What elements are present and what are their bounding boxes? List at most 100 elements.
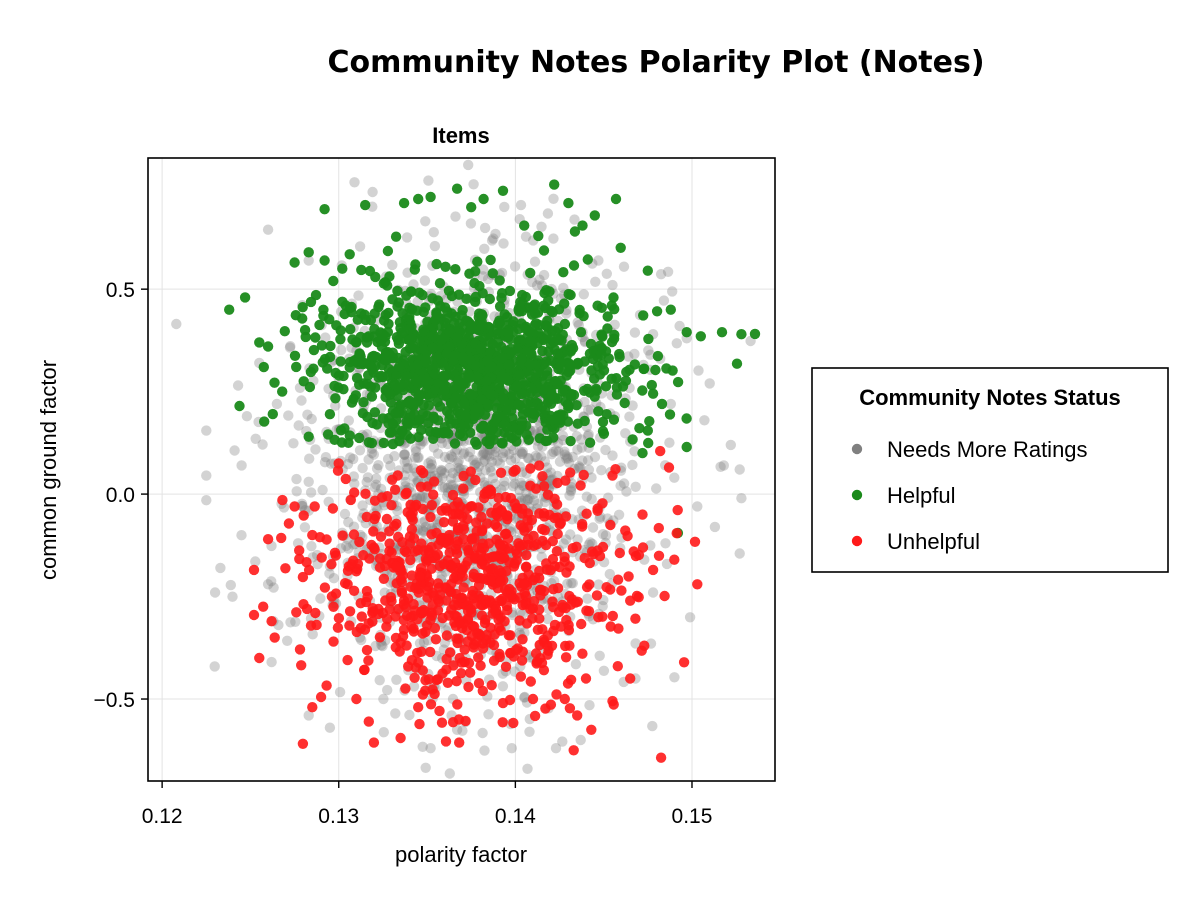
scatter-point xyxy=(262,224,274,235)
scatter-point xyxy=(477,449,488,461)
scatter-point xyxy=(375,531,387,542)
scatter-point xyxy=(402,456,413,467)
scatter-point xyxy=(344,606,356,617)
scatter-point xyxy=(637,509,648,520)
scatter-point xyxy=(254,337,265,348)
scatter-point xyxy=(462,556,473,567)
scatter-point xyxy=(485,389,496,400)
scatter-point xyxy=(578,469,589,481)
x-tick-label: 0.12 xyxy=(142,805,183,828)
scatter-point xyxy=(494,315,505,326)
scatter-point xyxy=(384,389,396,400)
scatter-point xyxy=(435,300,446,312)
scatter-point xyxy=(426,499,438,511)
scatter-point xyxy=(403,396,414,408)
scatter-point xyxy=(692,579,703,590)
scatter-point xyxy=(436,505,447,516)
scatter-point xyxy=(502,510,513,521)
scatter-point xyxy=(517,289,528,301)
scatter-point xyxy=(410,582,421,594)
scatter-point xyxy=(522,494,533,505)
scatter-point xyxy=(435,464,447,476)
scatter-point xyxy=(346,397,358,408)
scatter-point xyxy=(442,677,453,688)
scatter-point xyxy=(522,763,533,774)
scatter-point xyxy=(534,572,545,584)
scatter-point xyxy=(501,600,512,612)
scatter-point xyxy=(653,550,665,561)
scatter-point xyxy=(446,473,457,484)
scatter-point xyxy=(318,304,329,315)
scatter-point xyxy=(664,409,676,420)
scatter-point xyxy=(296,660,307,671)
scatter-point xyxy=(561,451,573,462)
scatter-point xyxy=(367,186,378,198)
scatter-point xyxy=(580,673,592,684)
scatter-point xyxy=(342,579,353,590)
scatter-point xyxy=(671,528,682,539)
scatter-point xyxy=(250,433,261,444)
scatter-point xyxy=(567,451,578,463)
scatter-point xyxy=(557,430,569,442)
scatter-point xyxy=(699,415,710,426)
scatter-point xyxy=(627,459,638,471)
scatter-point xyxy=(517,599,528,611)
scatter-point xyxy=(545,467,556,478)
scatter-point xyxy=(528,530,539,542)
scatter-point xyxy=(314,319,325,331)
scatter-point xyxy=(452,457,463,468)
scatter-point xyxy=(406,524,418,535)
scatter-point xyxy=(309,501,320,512)
scatter-point xyxy=(285,341,296,352)
scatter-point xyxy=(718,460,729,471)
scatter-point xyxy=(368,526,379,537)
scatter-points xyxy=(171,159,761,779)
scatter-point xyxy=(457,351,468,363)
scatter-point xyxy=(611,389,623,400)
scatter-point xyxy=(438,558,449,570)
scatter-point xyxy=(562,678,574,689)
scatter-point xyxy=(345,356,356,368)
scatter-point xyxy=(480,465,491,476)
scatter-point xyxy=(349,177,360,188)
scatter-point xyxy=(337,296,348,307)
scatter-point xyxy=(368,737,380,748)
scatter-point xyxy=(561,567,572,578)
scatter-point xyxy=(391,674,402,685)
scatter-point xyxy=(447,480,458,491)
scatter-point xyxy=(378,573,390,584)
scatter-point xyxy=(577,455,588,466)
scatter-point xyxy=(448,501,460,512)
scatter-point xyxy=(401,463,413,474)
scatter-point xyxy=(479,745,490,756)
scatter-point xyxy=(519,493,531,505)
scatter-point xyxy=(615,242,626,253)
scatter-point xyxy=(576,618,587,630)
scatter-point xyxy=(593,579,604,590)
scatter-point xyxy=(468,593,480,604)
scatter-point xyxy=(406,286,417,297)
scatter-point xyxy=(279,326,290,337)
scatter-point xyxy=(477,271,489,282)
scatter-point xyxy=(425,646,436,658)
scatter-point xyxy=(336,344,347,356)
scatter-point xyxy=(405,433,416,444)
scatter-point xyxy=(479,477,490,488)
scatter-point xyxy=(457,725,468,736)
scatter-point xyxy=(695,331,706,342)
scatter-point xyxy=(543,295,554,306)
scatter-point xyxy=(508,481,519,492)
scatter-point xyxy=(371,463,383,474)
scatter-point xyxy=(452,406,464,417)
scatter-point xyxy=(378,727,389,738)
scatter-point xyxy=(551,546,563,557)
scatter-point xyxy=(232,380,244,391)
scatter-point xyxy=(409,546,420,557)
scatter-point xyxy=(366,447,378,459)
scatter-point xyxy=(430,368,441,380)
scatter-point xyxy=(612,661,623,672)
scatter-point xyxy=(320,452,332,463)
scatter-point xyxy=(734,464,745,475)
scatter-point xyxy=(417,289,428,301)
scatter-point xyxy=(319,204,330,215)
